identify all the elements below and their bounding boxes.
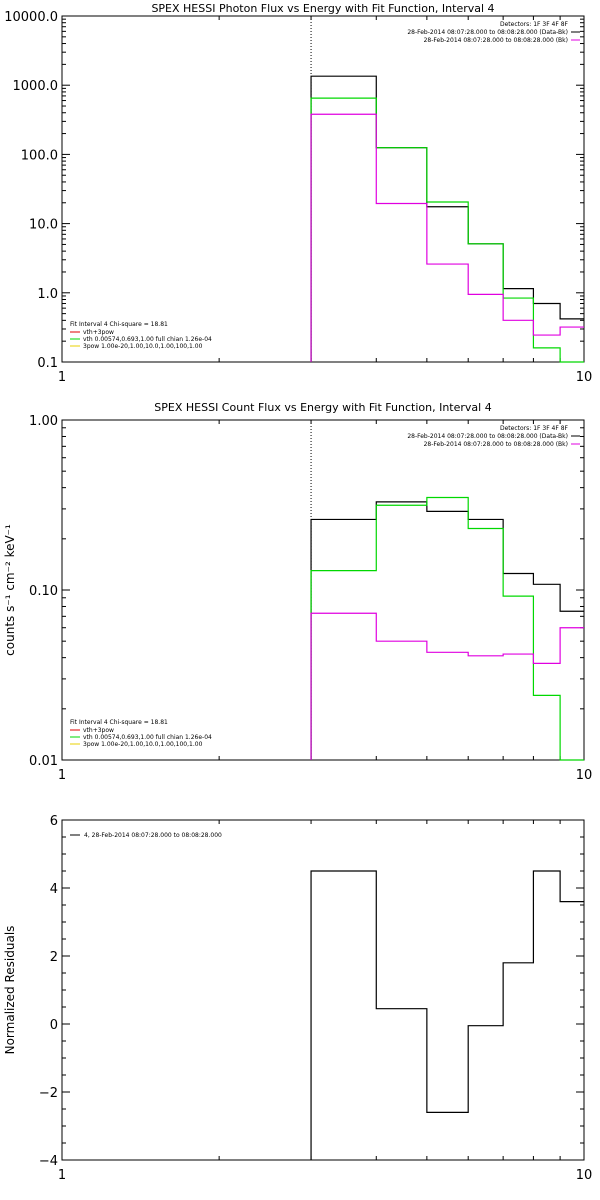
y-tick-label: −4: [39, 1154, 58, 1169]
series-line-1: [310, 501, 584, 760]
x-tick-label: 1: [58, 1168, 66, 1183]
y-tick-label: 10.0: [29, 218, 58, 233]
y-tick-label: 6: [50, 814, 58, 829]
y-axis-label: Normalized Residuals: [3, 926, 17, 1055]
y-tick-label: 2: [50, 950, 58, 965]
chart-panel-1: SPEX HESSI Photon Flux vs Energy with Fi…: [4, 2, 592, 385]
y-tick-label: 0.1: [37, 356, 58, 371]
chart-panel-2: SPEX HESSI Count Flux vs Energy with Fit…: [3, 401, 592, 783]
series-line-3: [310, 113, 584, 362]
y-tick-label: 10000.0: [4, 10, 58, 25]
fit-info-text: Fit Interval 4 Chi-square = 18.81: [70, 719, 168, 726]
residual-legend-text: 4, 28-Feb-2014 08:07:28.000 to 08:08:28.…: [84, 832, 222, 839]
fit-info-text: Fit Interval 4 Chi-square = 18.81: [70, 321, 168, 328]
x-tick-label: 10: [576, 370, 593, 385]
header-legend-text: 28-Feb-2014 08:07:28.000 to 08:08:28.000…: [407, 433, 568, 440]
plot-frame: [61, 15, 585, 363]
y-tick-label: 1.00: [29, 414, 58, 429]
component-legend-text: 3pow 1.00e-20,1.00,10.0,1.00,100,1.00: [83, 741, 203, 748]
header-legend-text: Detectors: 1F 3F 4F 8F: [500, 425, 569, 432]
x-tick-label: 10: [576, 768, 593, 783]
y-tick-label: 0: [50, 1018, 58, 1033]
chart-title: SPEX HESSI Photon Flux vs Energy with Fi…: [151, 2, 494, 15]
y-tick-label: 0.01: [29, 754, 58, 769]
y-tick-label: 4: [50, 882, 58, 897]
series-line-1: [310, 870, 584, 1160]
series-line-1: [310, 75, 584, 362]
y-tick-label: 0.10: [29, 584, 58, 599]
component-legend-text: vth 0.00574,0.693,1.00 full chian 1.26e-…: [83, 336, 212, 343]
component-legend-text: vth 0.00574,0.693,1.00 full chian 1.26e-…: [83, 734, 212, 741]
header-legend-text: 28-Feb-2014 08:07:28.000 to 08:08:28.000…: [424, 37, 568, 44]
component-legend-text: vth+3pow: [83, 329, 114, 336]
header-legend-text: 28-Feb-2014 08:07:28.000 to 08:08:28.000…: [407, 29, 568, 36]
x-tick-label: 1: [58, 768, 66, 783]
header-legend-text: Detectors: 1F 3F 4F 8F: [500, 21, 569, 28]
y-tick-label: 1000.0: [13, 79, 59, 94]
series-line-3: [310, 612, 584, 760]
y-tick-label: −2: [39, 1086, 58, 1101]
y-tick-label: 1.0: [37, 287, 58, 302]
series-line-2: [310, 97, 584, 363]
series-line-2: [310, 496, 584, 761]
y-tick-label: 100.0: [21, 148, 58, 163]
chart-title: SPEX HESSI Count Flux vs Energy with Fit…: [154, 401, 491, 414]
component-legend-text: vth+3pow: [83, 727, 114, 734]
header-legend-text: 28-Feb-2014 08:07:28.000 to 08:08:28.000…: [424, 441, 568, 448]
plot-frame: [61, 419, 585, 761]
chart-panel-3: 1 10 −4 −2 0 2 4 6 Normalized Residuals 4, 28-Feb…: [3, 814, 592, 1183]
y-axis-label: counts s⁻¹ cm⁻² keV⁻¹: [3, 524, 17, 656]
x-tick-label: 1: [58, 370, 66, 385]
x-tick-label: 10: [576, 1168, 593, 1183]
component-legend-text: 3pow 1.00e-20,1.00,10.0,1.00,100,1.00: [83, 343, 203, 350]
